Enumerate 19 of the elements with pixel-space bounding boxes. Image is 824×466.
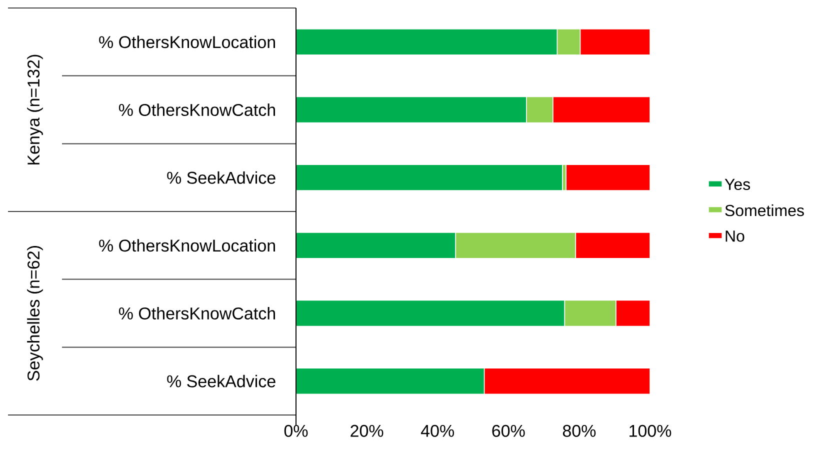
legend-label: Yes xyxy=(724,178,750,190)
legend-label: Sometimes xyxy=(725,204,804,216)
y-tick-label: % OthersKnowLocation xyxy=(99,36,275,48)
x-tick-label: 100% xyxy=(630,424,672,437)
x-tick-label: 0% xyxy=(284,424,308,437)
x-tick-label: 20% xyxy=(350,424,384,437)
legend-label: No xyxy=(726,230,744,242)
y-tick-label: % SeekAdvice xyxy=(167,171,276,184)
x-tick-label: 60% xyxy=(492,424,525,437)
text: Seychelles (n=62) xyxy=(27,246,43,381)
y-tick-label: % OthersKnowCatch xyxy=(118,307,275,320)
bar xyxy=(296,164,563,191)
text: Kenya (n=132) xyxy=(27,54,43,164)
y-tick-label: % OthersKnowLocation xyxy=(99,239,275,252)
bar xyxy=(566,164,650,191)
y-tick-label: % SeekAdvice xyxy=(167,374,276,388)
y-tick-label: % OthersKnowCatch xyxy=(118,104,275,116)
x-tick-label: 40% xyxy=(420,424,454,437)
x-tick-label: 80% xyxy=(562,424,596,437)
